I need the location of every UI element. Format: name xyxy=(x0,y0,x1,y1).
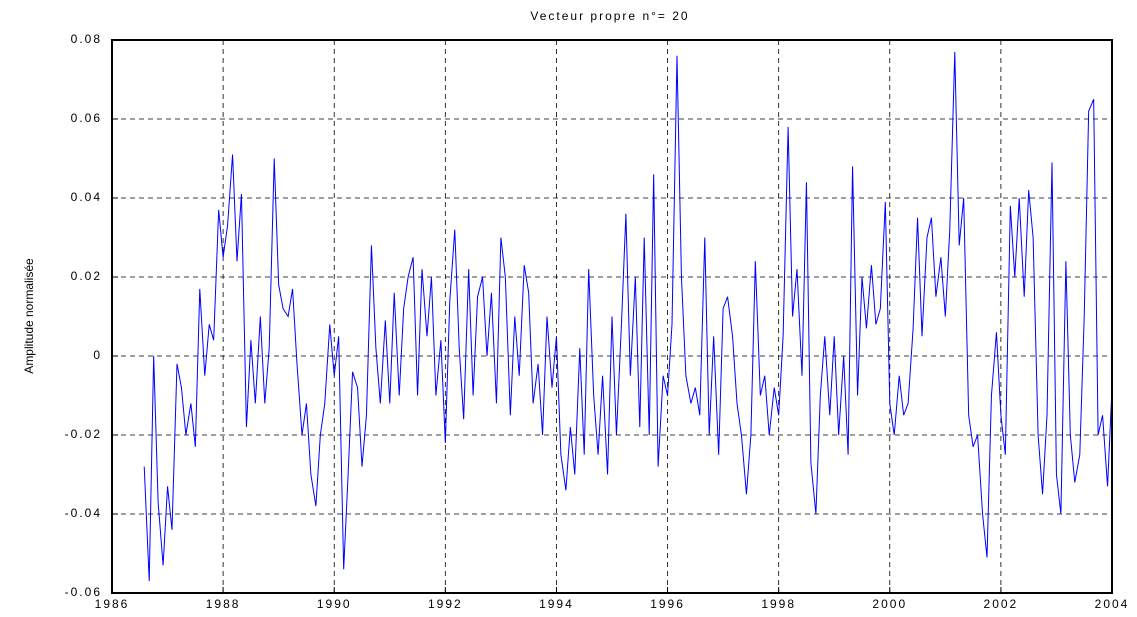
y-tick-label: -0.02 xyxy=(65,427,102,441)
y-axis-label: Amplitude normalisée xyxy=(22,258,36,374)
chart-title: Vecteur propre n°= 20 xyxy=(530,9,689,23)
x-tick-label: 2002 xyxy=(984,597,1019,611)
data-line xyxy=(143,51,1113,582)
x-tick-label: 1996 xyxy=(650,597,685,611)
x-tick-label: 1988 xyxy=(206,597,241,611)
y-tick-label: 0.02 xyxy=(71,269,102,283)
y-tick-label: 0.06 xyxy=(71,111,102,125)
x-tick-label: 1992 xyxy=(428,597,463,611)
y-tick-label: -0.06 xyxy=(65,585,102,599)
y-tick-label: 0.04 xyxy=(71,190,102,204)
y-tick-label: -0.04 xyxy=(65,506,102,520)
x-tick-label: 1986 xyxy=(95,597,130,611)
x-tick-label: 2004 xyxy=(1095,597,1130,611)
x-tick-label: 1994 xyxy=(539,597,574,611)
y-tick-label: 0 xyxy=(93,348,102,362)
plot-frame xyxy=(111,39,1113,594)
x-tick-label: 2000 xyxy=(872,597,907,611)
y-tick-label: 0.08 xyxy=(71,32,102,46)
x-tick-label: 1990 xyxy=(317,597,352,611)
x-tick-label: 1998 xyxy=(761,597,796,611)
